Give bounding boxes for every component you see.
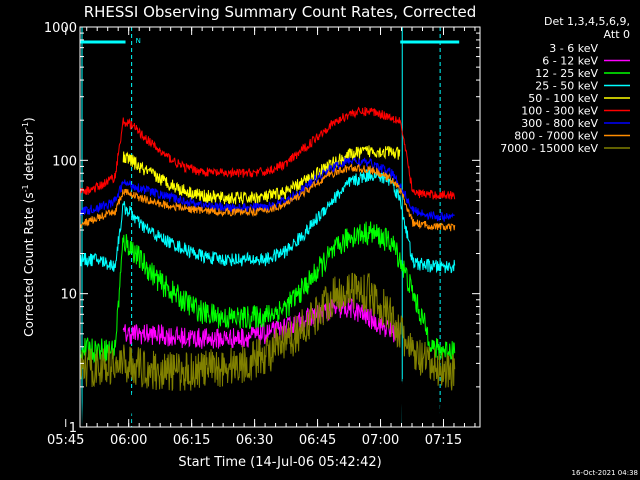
y-tick-label: 100 xyxy=(52,154,77,169)
y-axis-label: Corrected Count Rate (s-1 detector-1) xyxy=(21,117,36,336)
x-tick-label: 06:45 xyxy=(299,433,336,448)
legend-label: 50 - 100 keV xyxy=(528,92,598,105)
legend-label: 7000 - 15000 keV xyxy=(500,142,598,155)
legend-header-line-1: Det 1,3,4,5,6,9, xyxy=(544,15,630,28)
x-axis: 05:45 06:00 06:15 06:30 06:45 07:00 07:15 xyxy=(47,27,476,448)
timestamp: 16-Oct-2021 04:38 xyxy=(572,469,638,477)
legend-label: 6 - 12 keV xyxy=(542,55,598,68)
series-line-6 xyxy=(79,156,455,222)
y-axis-label-sup2: -1 xyxy=(21,122,30,130)
legend-header-line-2: Att 0 xyxy=(604,28,630,41)
plot-frame xyxy=(79,26,481,428)
legend-label: 800 - 7000 keV xyxy=(514,130,598,143)
x-tick-label: 06:30 xyxy=(236,433,273,448)
legend-label: 25 - 50 keV xyxy=(535,80,598,93)
legend-label: 300 - 800 keV xyxy=(521,117,598,130)
y-axis-label-end: ) xyxy=(22,117,36,122)
legend-label: 3 - 6 keV xyxy=(549,42,598,55)
y-tick-label: 10 xyxy=(60,288,77,303)
y-axis-label-sup1: -1 xyxy=(21,184,30,192)
plot-area: N xyxy=(79,27,460,429)
flag-label: N xyxy=(136,37,141,45)
y-axis-label-mid: detector xyxy=(22,130,36,185)
chart-title: RHESSI Observing Summary Count Rates, Co… xyxy=(84,3,477,21)
series-line-1 xyxy=(122,298,401,349)
x-tick-label: 07:15 xyxy=(425,433,462,448)
series-line-3 xyxy=(79,168,456,274)
y-axis-label-main: Corrected Count Rate (s xyxy=(22,192,36,336)
series-line-7 xyxy=(79,163,456,232)
y-tick-label: 1 xyxy=(69,421,77,436)
legend-label: 12 - 25 keV xyxy=(535,67,598,80)
y-axis: 1 10 100 1000 xyxy=(44,21,480,436)
x-tick-label: 07:00 xyxy=(362,433,399,448)
series-line-5 xyxy=(79,106,456,200)
x-tick-label: 05:45 xyxy=(47,433,84,448)
series-line-2 xyxy=(79,221,456,364)
x-axis-label: Start Time (14-Jul-06 05:42:42) xyxy=(178,455,381,470)
x-tick-label: 06:00 xyxy=(110,433,147,448)
series-line-8 xyxy=(79,272,456,391)
x-tick-label: 06:15 xyxy=(173,433,210,448)
series-line-4 xyxy=(122,145,401,205)
legend-label: 100 - 300 keV xyxy=(521,105,598,118)
y-tick-label: 1000 xyxy=(44,21,77,36)
